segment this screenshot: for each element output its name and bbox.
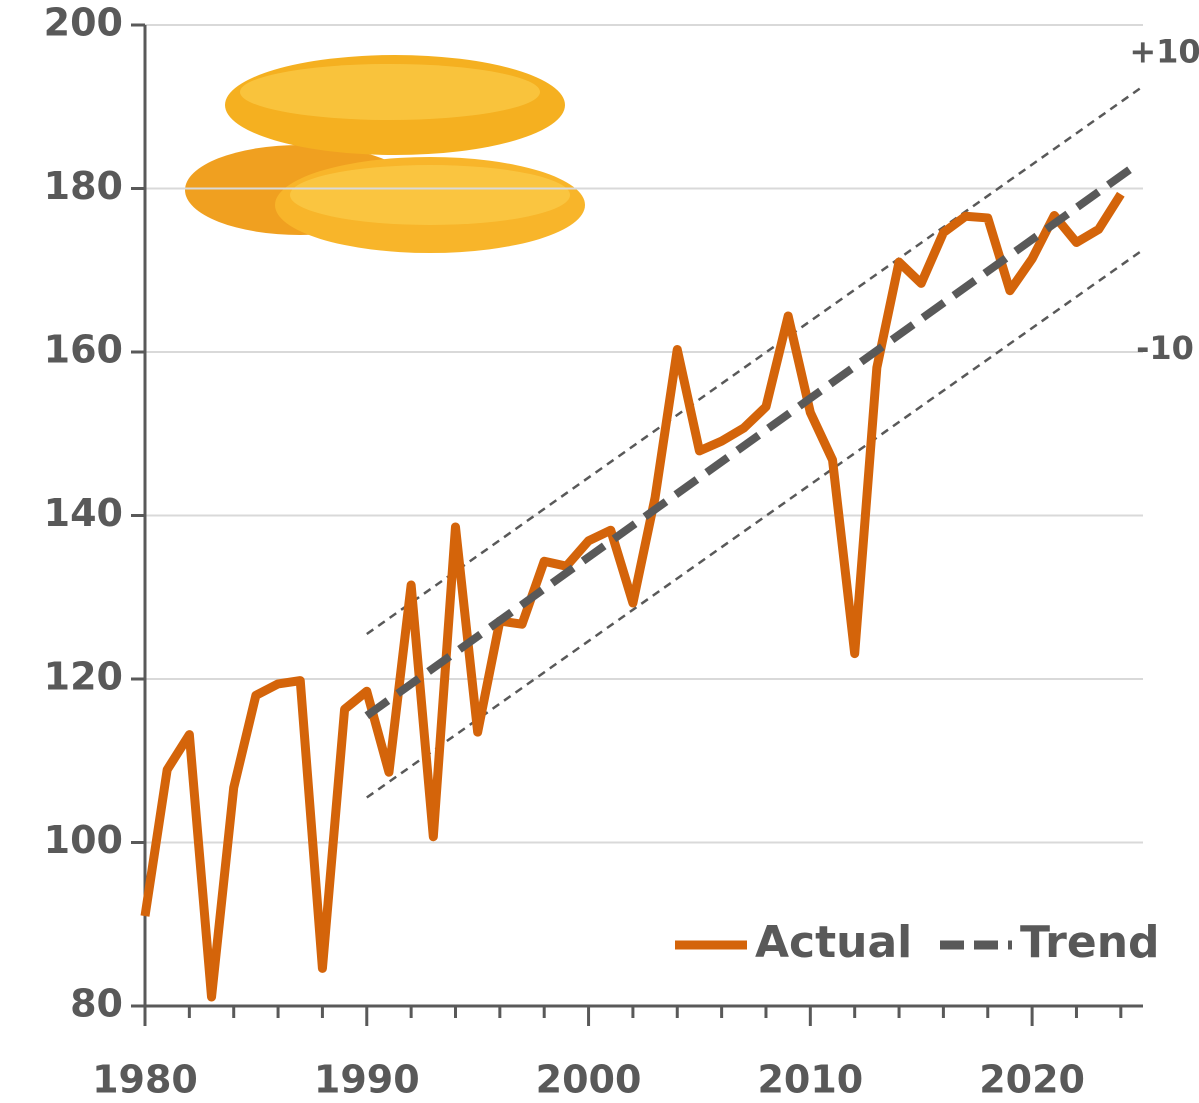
series-line <box>364 164 1135 720</box>
x-tick-label: 2000 <box>536 1058 642 1102</box>
y-tick-label: 100 <box>44 818 123 862</box>
y-tick-label: 200 <box>44 1 123 45</box>
band-line <box>366 85 1144 636</box>
series-line <box>140 191 1125 1002</box>
band-line <box>366 248 1144 799</box>
legend-label: Trend <box>1020 917 1160 968</box>
x-tick-label: 1990 <box>314 1058 420 1102</box>
x-tick-label: 1980 <box>92 1058 198 1102</box>
y-tick-label: 160 <box>44 328 123 372</box>
y-tick-label: 180 <box>44 164 123 208</box>
x-tick-label: 2020 <box>979 1058 1085 1102</box>
band-label: +10 <box>1129 32 1199 70</box>
x-tick-label: 2010 <box>757 1058 863 1102</box>
y-tick-label: 120 <box>44 655 123 699</box>
band-label: -10 <box>1136 329 1194 367</box>
y-tick-label: 140 <box>44 491 123 535</box>
corn-image <box>185 55 585 253</box>
y-tick-label: 80 <box>70 982 123 1026</box>
legend-label: Actual <box>755 917 912 968</box>
